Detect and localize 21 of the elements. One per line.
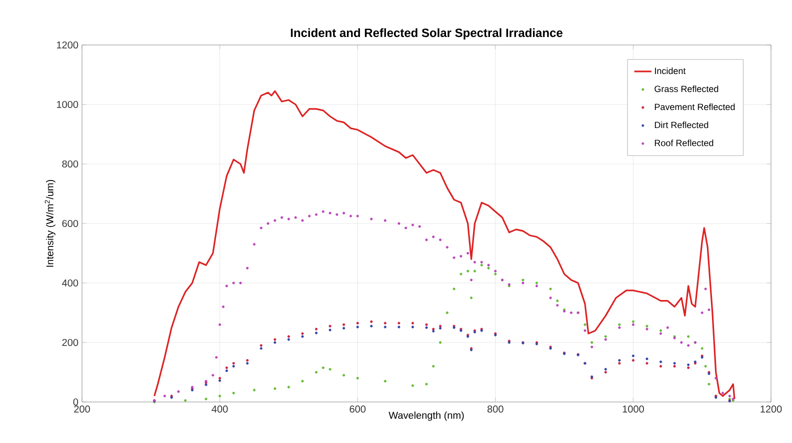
x-tick-label: 800 xyxy=(488,406,504,413)
x-tick-label: 1000 xyxy=(622,406,644,413)
x-tick-label: 1200 xyxy=(760,406,782,413)
x-tick-label: 600 xyxy=(350,406,366,413)
y-tick-label: 800 xyxy=(62,160,78,168)
y-axis-title: Intensity (W/m$^{2}$/um) xyxy=(44,180,56,267)
y-tick-label: 200 xyxy=(62,338,78,346)
x-axis-title: Wavelength (nm) xyxy=(388,411,464,421)
y-tick-label: 1000 xyxy=(57,100,78,108)
legend-label: Roof Reflected xyxy=(654,140,714,146)
legend-label: Grass Reflected xyxy=(654,85,718,92)
legend-label: Incident xyxy=(655,67,686,74)
x-tick-label: 200 xyxy=(74,406,90,413)
y-tick-label: 1200 xyxy=(57,41,78,49)
x-tick-label: 400 xyxy=(212,406,228,413)
y-tick-label: 400 xyxy=(62,279,78,287)
chart-title: Incident and Reflected Solar Spectral Irradiance xyxy=(290,28,562,40)
legend-label: Dirt Reflected xyxy=(654,122,708,128)
y-tick-label: 0 xyxy=(73,398,78,406)
y-tick-label: 600 xyxy=(62,220,78,228)
legend-label: Pavement Reflected xyxy=(654,104,735,110)
